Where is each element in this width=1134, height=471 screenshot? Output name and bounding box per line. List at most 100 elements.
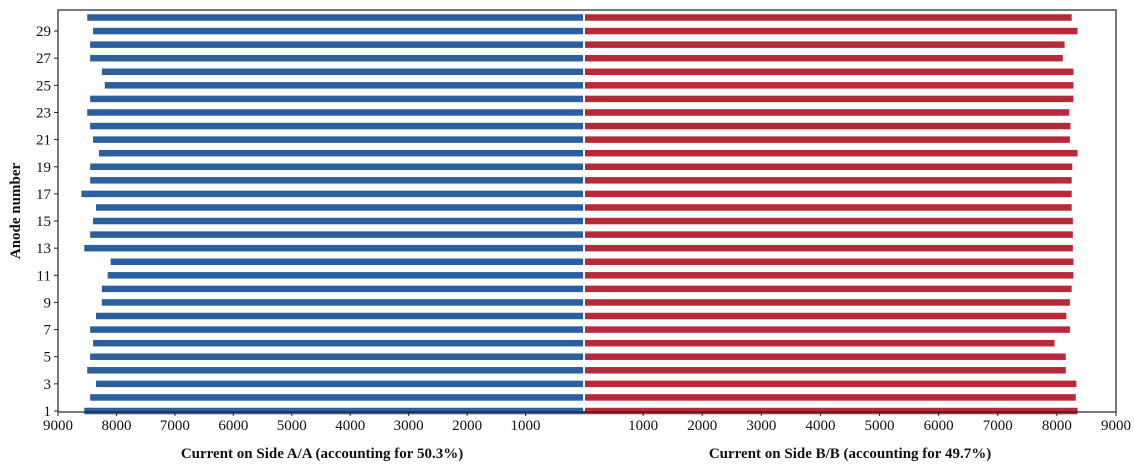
bar-side-a-anode-28: [90, 41, 584, 48]
bar-side-b-anode-22: [584, 122, 1071, 130]
bar-side-a-anode-5: [90, 353, 584, 360]
bar-side-b-anode-20: [584, 149, 1078, 157]
right-x-tick-label-5000: 5000: [865, 418, 895, 434]
bar-side-a-anode-17: [81, 190, 584, 198]
bar-side-a-anode-3: [95, 380, 585, 388]
y-tick-label-11: 11: [37, 268, 51, 284]
left-x-tick-label-9000: 9000: [43, 418, 73, 434]
bar-side-b-anode-12: [584, 258, 1074, 265]
bar-side-a-anode-20: [98, 149, 584, 157]
bar-side-a-anode-7: [90, 326, 584, 333]
bar-side-a-anode-19: [90, 163, 584, 171]
bar-side-b-anode-1: [584, 407, 1078, 415]
right-x-tick-label-1000: 1000: [628, 418, 658, 434]
left-x-tick-label-6000: 6000: [218, 418, 248, 434]
left-x-tick-label-1000: 1000: [511, 418, 541, 434]
right-x-axis-title: Current on Side B/B (accounting for 49.7…: [709, 446, 991, 462]
bar-side-a-anode-25: [104, 82, 584, 89]
right-x-tick-label-8000: 8000: [1042, 418, 1072, 434]
bar-side-a-anode-2: [90, 394, 584, 401]
bar-side-b-anode-7: [584, 326, 1070, 333]
bar-side-b-anode-24: [584, 95, 1074, 103]
bar-side-b-anode-19: [584, 163, 1073, 171]
y-tick-label-3: 3: [44, 377, 52, 393]
y-tick-label-7: 7: [44, 323, 52, 339]
left-x-axis-title: Current on Side A/A (accounting for 50.3…: [181, 446, 463, 462]
bar-side-a-anode-24: [90, 95, 584, 103]
left-x-tick-label-8000: 8000: [101, 418, 131, 434]
bar-side-b-anode-9: [584, 299, 1070, 306]
y-tick-label-15: 15: [36, 214, 51, 230]
y-tick-label-29: 29: [36, 24, 51, 40]
left-x-tick-label-3000: 3000: [394, 418, 424, 434]
y-tick-label-9: 9: [44, 295, 52, 311]
right-x-tick-label-3000: 3000: [746, 418, 776, 434]
bar-side-a-anode-12: [110, 258, 584, 265]
bar-side-b-anode-5: [584, 353, 1066, 360]
bar-side-b-anode-13: [584, 244, 1073, 252]
bar-side-b-anode-21: [584, 136, 1070, 143]
bar-side-a-anode-29: [93, 27, 584, 35]
bar-side-b-anode-30: [584, 14, 1072, 21]
y-tick-label-19: 19: [36, 160, 51, 176]
right-x-tick-label-9000: 9000: [1101, 418, 1131, 434]
y-tick-label-23: 23: [36, 105, 51, 121]
bar-side-a-anode-26: [101, 68, 584, 76]
bar-side-a-anode-23: [87, 109, 584, 116]
bar-side-b-anode-2: [584, 394, 1076, 401]
bar-side-a-anode-10: [101, 285, 584, 293]
bar-side-b-anode-4: [584, 367, 1066, 374]
y-tick-label-25: 25: [36, 78, 51, 94]
bar-side-a-anode-8: [95, 312, 585, 320]
bar-side-a-anode-22: [90, 122, 584, 130]
bar-side-a-anode-15: [93, 217, 584, 225]
bar-side-a-anode-13: [84, 244, 585, 252]
left-x-tick-label-7000: 7000: [160, 418, 190, 434]
bar-side-a-anode-27: [90, 54, 584, 62]
bar-side-a-anode-16: [95, 204, 585, 211]
right-x-tick-label-2000: 2000: [687, 418, 717, 434]
bar-side-b-anode-18: [584, 177, 1072, 184]
bar-side-a-anode-1: [84, 407, 585, 415]
bar-side-a-anode-21: [93, 136, 584, 143]
left-x-tick-label-5000: 5000: [277, 418, 307, 434]
bar-side-b-anode-29: [584, 27, 1078, 35]
bar-side-a-anode-9: [101, 299, 584, 306]
bar-side-b-anode-15: [584, 217, 1073, 225]
bars-layer: [81, 14, 1078, 415]
bar-side-b-anode-28: [584, 41, 1065, 48]
y-tick-label-27: 27: [36, 51, 52, 67]
bar-side-a-anode-14: [90, 231, 584, 238]
bar-side-b-anode-8: [584, 312, 1067, 320]
plot-frame: [57, 9, 1117, 413]
bar-side-b-anode-25: [584, 82, 1074, 89]
bar-side-a-anode-11: [107, 272, 585, 279]
bar-side-b-anode-27: [584, 54, 1063, 62]
y-tick-label-17: 17: [36, 187, 52, 203]
bar-side-a-anode-18: [90, 177, 584, 184]
bar-side-b-anode-26: [584, 68, 1074, 76]
left-x-tick-label-4000: 4000: [335, 418, 365, 434]
bar-side-b-anode-16: [584, 204, 1072, 211]
bar-side-b-anode-14: [584, 231, 1073, 238]
y-tick-label-13: 13: [36, 241, 51, 257]
y-tick-label-21: 21: [36, 133, 51, 149]
bar-side-b-anode-3: [584, 380, 1077, 388]
bar-side-a-anode-30: [87, 14, 584, 21]
y-tick-label-1: 1: [44, 404, 52, 420]
right-x-tick-label-7000: 7000: [983, 418, 1013, 434]
bar-side-b-anode-10: [584, 285, 1072, 293]
bar-side-b-anode-11: [584, 272, 1074, 279]
bar-side-a-anode-4: [87, 367, 584, 374]
right-x-tick-label-6000: 6000: [924, 418, 954, 434]
left-x-tick-label-2000: 2000: [452, 418, 482, 434]
bar-side-a-anode-6: [93, 339, 584, 347]
right-x-tick-label-4000: 4000: [805, 418, 835, 434]
y-tick-label-5: 5: [44, 350, 52, 366]
bar-side-b-anode-6: [584, 339, 1055, 347]
bar-side-b-anode-17: [584, 190, 1072, 198]
bar-side-b-anode-23: [584, 109, 1070, 116]
